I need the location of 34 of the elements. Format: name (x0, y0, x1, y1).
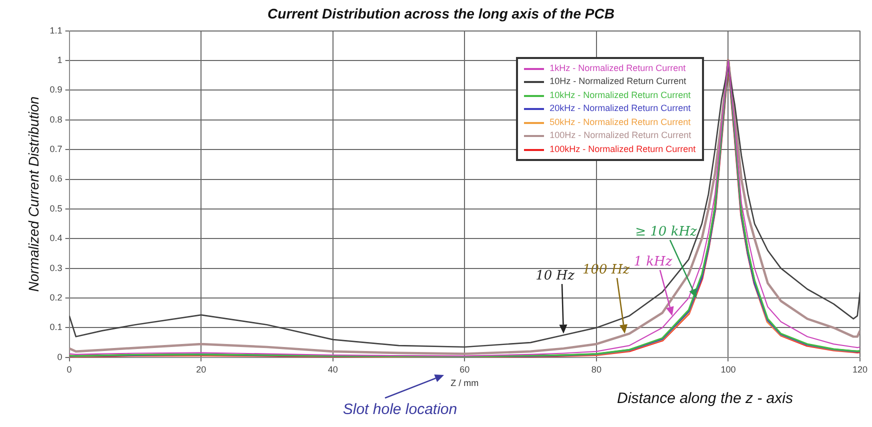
x-tick-label: 20 (196, 364, 206, 374)
x-tick-label: 120 (852, 364, 868, 374)
legend-label: 100Hz - Normalized Return Current (550, 129, 692, 142)
y-tick-label: 0.7 (50, 144, 62, 154)
y-tick-label: 0.5 (50, 203, 62, 214)
annotation: 1 kHz (634, 254, 672, 270)
text: Slot hole location (342, 401, 458, 418)
y-tick-label: 0.1 (50, 322, 62, 332)
legend-label: 20kHz - Normalized Return Current (550, 102, 691, 116)
y-tick-label: 0.8 (50, 114, 62, 124)
legend-label: 10kHz - Normalized Return Current (550, 88, 691, 102)
x-tick-label: 80 (591, 364, 602, 374)
x-tick-label: 60 (460, 364, 470, 374)
x-tick-label: 40 (328, 364, 338, 374)
x-axis-title: Z / mm (450, 378, 479, 388)
x-tick-label: 0 (66, 364, 72, 374)
y-tick-label: 0.2 (50, 292, 62, 303)
text: Distance along the z - axis (617, 390, 794, 408)
y-tick-label: 0.6 (50, 174, 62, 184)
x-tick-label: 100 (720, 364, 736, 374)
legend-label: 100kHz - Normalized Return Current (550, 142, 696, 156)
y-axis-title: Normalized Current Distribution (25, 96, 42, 292)
y-tick-label: 0.9 (50, 84, 62, 95)
y-tick-label: 0.4 (50, 233, 62, 244)
y-tick-label: 0.3 (50, 262, 62, 273)
annotation: 10 Hz (536, 268, 575, 284)
legend-label: 10Hz - Normalized Return Current (550, 75, 686, 88)
chart-title: Current Distribution across the long axis of the PCB (268, 5, 614, 22)
y-tick-label: 1 (57, 54, 62, 65)
y-tick-label: 1.1 (50, 25, 62, 36)
legend-label: 1kHz - Normalized Return Current (550, 62, 686, 75)
y-tick-label: 0 (57, 352, 62, 362)
annotation: ≥ 10 kHz (635, 224, 698, 240)
legend-label: 50kHz - Normalized Return Current (550, 116, 691, 129)
